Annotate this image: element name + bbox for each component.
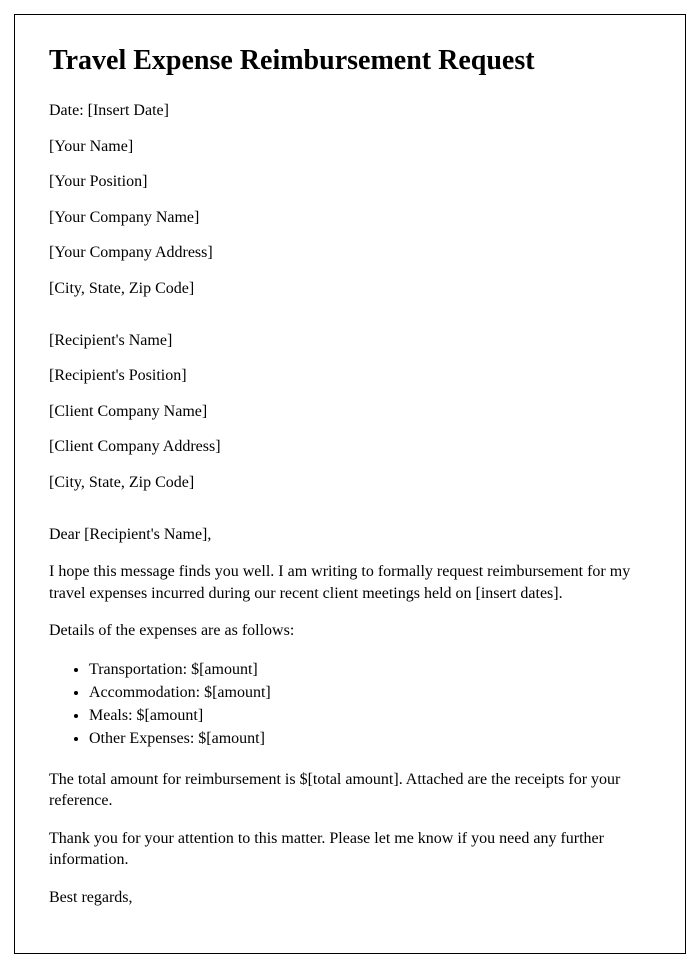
recipient-position: [Recipient's Position]: [49, 365, 651, 387]
details-lead: Details of the expenses are as follows:: [49, 620, 651, 642]
sender-block: Date: [Insert Date] [Your Name] [Your Po…: [49, 100, 651, 300]
document-page: Travel Expense Reimbursement Request Dat…: [14, 14, 686, 954]
recipient-address: [Client Company Address]: [49, 436, 651, 458]
sender-position: [Your Position]: [49, 171, 651, 193]
sender-city: [City, State, Zip Code]: [49, 278, 651, 300]
thanks-paragraph: Thank you for your attention to this mat…: [49, 828, 651, 871]
expense-item-other: Other Expenses: $[amount]: [89, 727, 651, 750]
sender-name: [Your Name]: [49, 136, 651, 158]
salutation: Dear [Recipient's Name],: [49, 524, 651, 546]
recipient-block: [Recipient's Name] [Recipient's Position…: [49, 330, 651, 494]
sender-address: [Your Company Address]: [49, 242, 651, 264]
expense-item-accommodation: Accommodation: $[amount]: [89, 681, 651, 704]
expense-list: Transportation: $[amount] Accommodation:…: [49, 658, 651, 751]
total-paragraph: The total amount for reimbursement is $[…: [49, 769, 651, 812]
sender-date: Date: [Insert Date]: [49, 100, 651, 122]
expense-item-transportation: Transportation: $[amount]: [89, 658, 651, 681]
intro-paragraph: I hope this message finds you well. I am…: [49, 561, 651, 604]
recipient-company: [Client Company Name]: [49, 401, 651, 423]
closing: Best regards,: [49, 887, 651, 909]
page-title: Travel Expense Reimbursement Request: [49, 43, 651, 78]
sender-company: [Your Company Name]: [49, 207, 651, 229]
expense-item-meals: Meals: $[amount]: [89, 704, 651, 727]
recipient-name: [Recipient's Name]: [49, 330, 651, 352]
recipient-city: [City, State, Zip Code]: [49, 472, 651, 494]
